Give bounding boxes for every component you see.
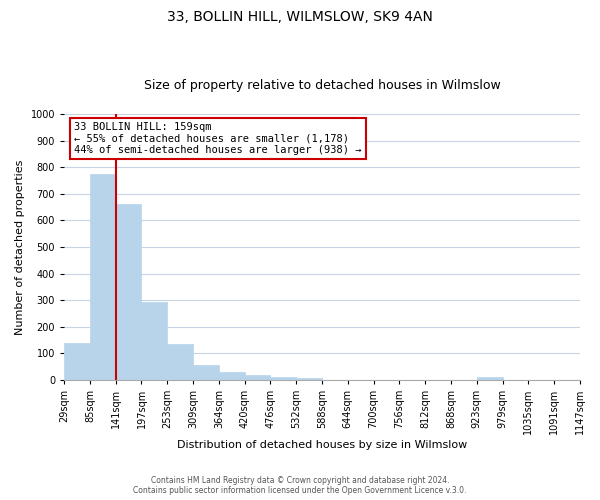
Bar — [193, 365, 219, 380]
Bar — [64, 343, 90, 380]
Bar — [477, 378, 503, 380]
Text: 33 BOLLIN HILL: 159sqm
← 55% of detached houses are smaller (1,178)
44% of semi-: 33 BOLLIN HILL: 159sqm ← 55% of detached… — [74, 122, 362, 155]
Y-axis label: Number of detached properties: Number of detached properties — [15, 160, 25, 334]
Bar — [271, 378, 296, 380]
X-axis label: Distribution of detached houses by size in Wilmslow: Distribution of detached houses by size … — [177, 440, 467, 450]
Bar — [245, 376, 271, 380]
Bar — [142, 302, 167, 380]
Text: 33, BOLLIN HILL, WILMSLOW, SK9 4AN: 33, BOLLIN HILL, WILMSLOW, SK9 4AN — [167, 10, 433, 24]
Title: Size of property relative to detached houses in Wilmslow: Size of property relative to detached ho… — [143, 79, 500, 92]
Text: Contains HM Land Registry data © Crown copyright and database right 2024.
Contai: Contains HM Land Registry data © Crown c… — [133, 476, 467, 495]
Bar — [167, 344, 193, 380]
Bar — [219, 372, 245, 380]
Bar — [116, 204, 142, 380]
Bar — [90, 174, 116, 380]
Bar — [296, 378, 322, 380]
